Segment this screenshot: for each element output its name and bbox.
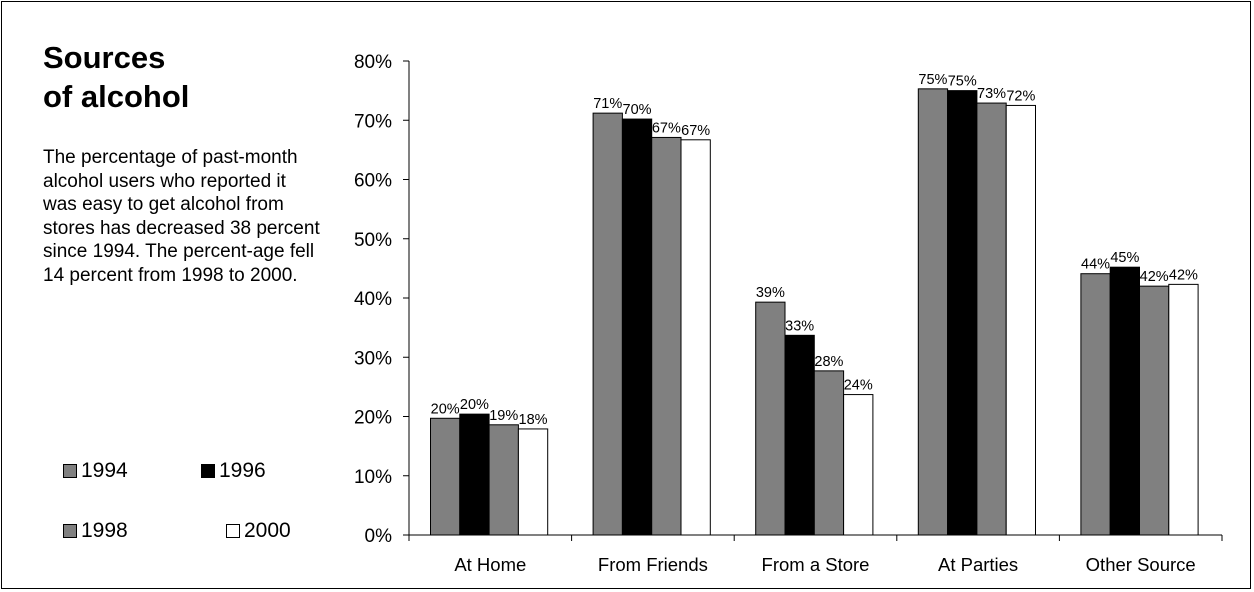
- bar: [1139, 285, 1170, 536]
- data-label: 45%: [1110, 250, 1139, 266]
- data-label: 39%: [756, 285, 785, 301]
- data-label: 24%: [844, 378, 873, 394]
- data-label: 73%: [977, 86, 1006, 102]
- bar: [488, 424, 519, 536]
- data-label: 71%: [593, 96, 622, 112]
- bar: [1109, 266, 1140, 536]
- bar: [1080, 273, 1111, 536]
- data-label: 18%: [519, 412, 548, 428]
- data-label: 44%: [1081, 257, 1110, 273]
- y-tick-label: 80%: [354, 52, 392, 73]
- data-label: 67%: [681, 123, 710, 139]
- data-label: 75%: [918, 72, 947, 88]
- category-label: At Home: [454, 554, 526, 575]
- y-tick-label: 60%: [354, 171, 392, 192]
- bar: [843, 394, 874, 536]
- category-label: Other Source: [1086, 554, 1196, 575]
- data-label: 33%: [785, 318, 814, 334]
- y-tick-label: 0%: [365, 526, 393, 547]
- y-tick-label: 10%: [354, 467, 392, 488]
- legend-swatch-1994: [63, 464, 77, 478]
- data-label: 19%: [489, 408, 518, 424]
- bar: [755, 301, 786, 536]
- bar: [430, 417, 461, 536]
- bar: [592, 112, 623, 536]
- y-tick-label: 20%: [354, 408, 392, 429]
- y-tick-label: 50%: [354, 230, 392, 251]
- legend-swatch-1998: [63, 524, 77, 538]
- data-label: 28%: [814, 354, 843, 370]
- title-line-1: Sources: [43, 40, 166, 75]
- bar: [621, 118, 653, 536]
- bar: [917, 88, 949, 536]
- data-label: 20%: [460, 397, 489, 413]
- legend-item-1996: 1996: [201, 459, 266, 483]
- legend-label-2000: 2000: [244, 519, 291, 542]
- legend-label-1996: 1996: [219, 459, 266, 482]
- bar: [680, 139, 711, 536]
- legend-label-1998: 1998: [81, 519, 128, 542]
- legend-item-2000: 2000: [226, 519, 291, 543]
- bar: [813, 370, 845, 536]
- bar: [947, 90, 978, 536]
- bar: [1168, 283, 1199, 536]
- data-label: 20%: [431, 401, 460, 417]
- legend-item-1994: 1994: [63, 459, 128, 483]
- data-label: 70%: [623, 102, 652, 118]
- bar: [459, 413, 490, 536]
- legend-swatch-1996: [201, 464, 215, 478]
- legend-label-1994: 1994: [81, 459, 128, 482]
- bar: [651, 136, 682, 536]
- y-tick-label: 40%: [354, 289, 392, 310]
- data-label: 42%: [1140, 269, 1169, 285]
- legend-item-1998: 1998: [63, 519, 128, 543]
- title-line-2: of alcohol: [43, 79, 190, 114]
- data-label: 75%: [948, 74, 977, 90]
- category-label: At Parties: [938, 554, 1018, 575]
- bar: [784, 334, 815, 536]
- legend-swatch-2000: [226, 524, 240, 538]
- data-label: 72%: [1006, 88, 1035, 104]
- y-tick-label: 30%: [354, 348, 392, 369]
- bar: [517, 428, 549, 536]
- category-label: From Friends: [598, 554, 708, 575]
- description-text: The percentage of past-month alcohol use…: [43, 147, 320, 286]
- bar: [1005, 104, 1037, 536]
- y-tick-label: 70%: [354, 111, 392, 132]
- data-label: 42%: [1169, 267, 1198, 283]
- category-label: From a Store: [762, 554, 870, 575]
- bar: [976, 102, 1007, 536]
- page-title: Sources of alcohol: [43, 38, 189, 116]
- data-label: 67%: [652, 120, 681, 136]
